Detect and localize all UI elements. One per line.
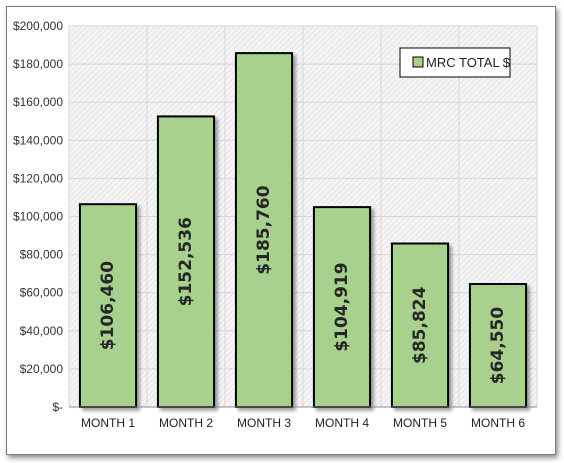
bar-value-label: $85,824	[410, 286, 430, 364]
y-tick-label: $80,000	[20, 248, 64, 262]
bar-value-label: $106,460	[98, 261, 118, 350]
bar	[234, 52, 294, 409]
y-tick-label: $140,000	[13, 133, 63, 147]
bar	[78, 203, 138, 408]
bar-value-label: $152,536	[176, 217, 196, 306]
y-axis-ticks: $- $20,000 $40,000 $60,000 $80,000 $100,000 $1…	[13, 19, 63, 414]
bar-value-label: $104,919	[332, 262, 352, 351]
x-tick-label: MONTH 2	[159, 416, 213, 430]
bar	[390, 242, 450, 408]
y-tick-label: $60,000	[20, 286, 64, 300]
bar-value-label: $185,760	[254, 185, 274, 274]
x-tick-label: MONTH 1	[81, 416, 135, 430]
bar	[468, 283, 528, 409]
bar-value-label: $64,550	[488, 307, 508, 385]
bar	[312, 206, 372, 408]
y-tick-label: $100,000	[13, 210, 63, 224]
y-tick-label: $180,000	[13, 57, 63, 71]
legend: MRC TOTAL $	[399, 47, 511, 78]
x-tick-label: MONTH 6	[471, 416, 525, 430]
y-tick-label: $20,000	[20, 362, 64, 376]
bars: $106,460 $152,536 $185,760 $104,919 $85,824 $…	[78, 52, 528, 409]
x-tick-label: MONTH 3	[237, 416, 291, 430]
y-tick-label: $-	[52, 400, 63, 414]
y-tick-label: $120,000	[13, 171, 63, 185]
x-axis-ticks: MONTH 1 MONTH 2 MONTH 3 MONTH 4 MONTH 5 MONTH…	[81, 416, 525, 430]
y-tick-label: $160,000	[13, 95, 63, 109]
x-tick-label: MONTH 4	[315, 416, 369, 430]
legend-swatch	[412, 56, 424, 68]
legend-label: MRC TOTAL $	[426, 55, 511, 70]
y-tick-label: $200,000	[13, 19, 63, 33]
gridlines	[68, 25, 538, 407]
x-tick-label: MONTH 5	[393, 416, 447, 430]
bar	[156, 115, 216, 409]
y-tick-label: $40,000	[20, 324, 64, 338]
